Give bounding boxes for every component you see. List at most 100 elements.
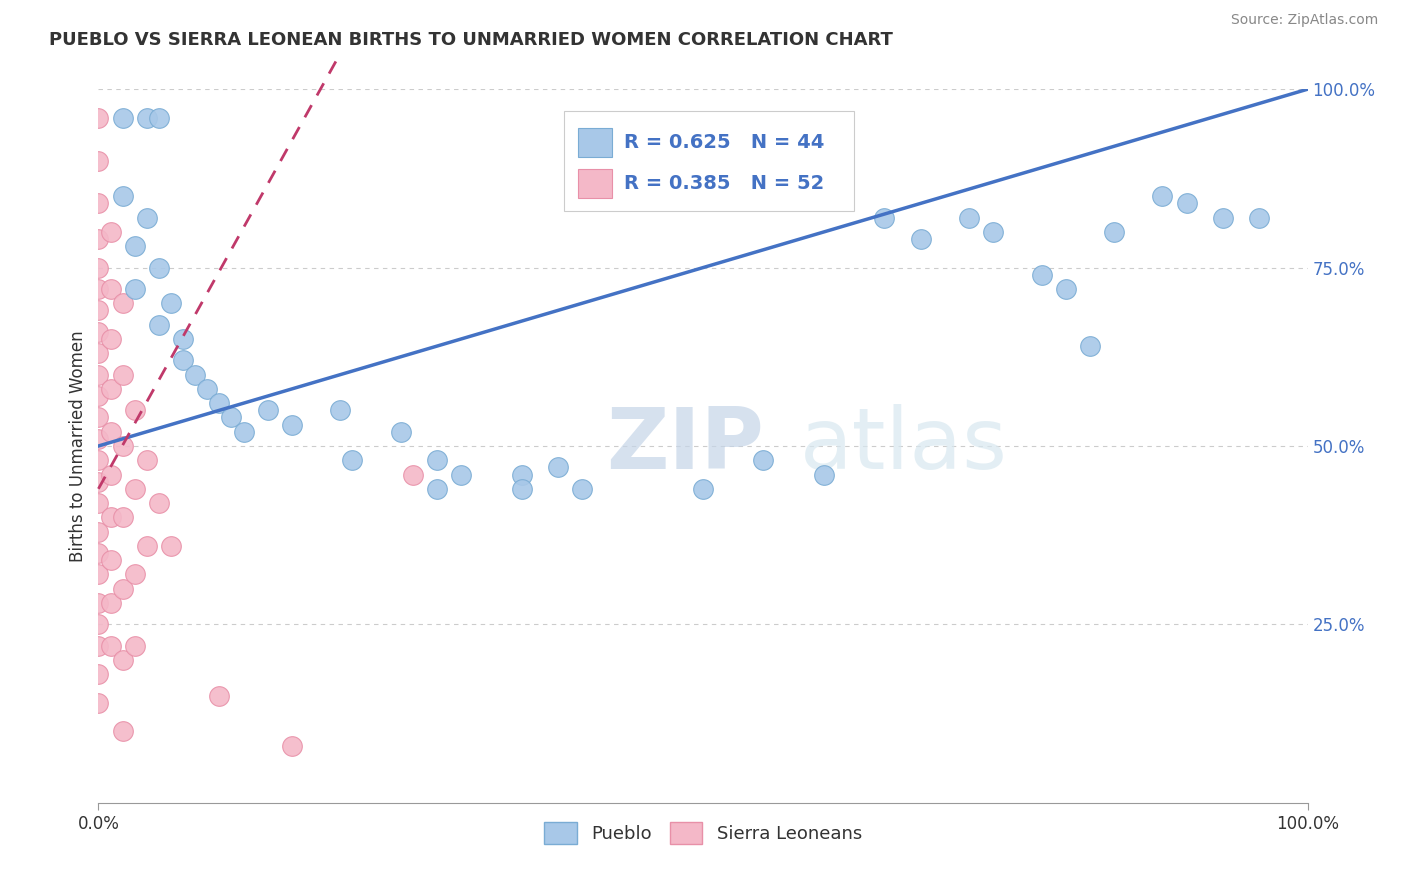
Point [87, 260, 110, 275]
Point [100, 225, 122, 239]
Point [100, 596, 122, 610]
Text: R = 0.625   N = 44: R = 0.625 N = 44 [624, 133, 825, 153]
Point [87, 696, 110, 710]
Point [752, 453, 775, 467]
Point [172, 353, 194, 368]
Point [87, 475, 110, 489]
Point [450, 467, 472, 482]
Point [87, 303, 110, 318]
Point [87, 667, 110, 681]
Point [100, 639, 122, 653]
Point [426, 482, 449, 496]
Point [329, 403, 352, 417]
Point [281, 417, 304, 432]
Point [87, 546, 110, 560]
Point [111, 111, 134, 125]
Point [124, 282, 146, 296]
Bar [578, 169, 613, 198]
Point [124, 567, 146, 582]
Point [100, 510, 122, 524]
Point [547, 460, 569, 475]
Text: atlas: atlas [800, 404, 1008, 488]
Text: R = 0.385   N = 52: R = 0.385 N = 52 [624, 174, 825, 193]
Text: ZIP: ZIP [606, 404, 763, 488]
Point [87, 196, 110, 211]
Point [111, 439, 134, 453]
Point [111, 724, 134, 739]
Point [100, 382, 122, 396]
Point [510, 467, 533, 482]
Point [87, 346, 110, 360]
Point [87, 282, 110, 296]
Point [208, 689, 231, 703]
Point [1249, 211, 1271, 225]
Bar [578, 128, 613, 157]
Point [87, 567, 110, 582]
Point [124, 639, 146, 653]
Point [195, 382, 218, 396]
Point [100, 332, 122, 346]
Point [813, 467, 835, 482]
Point [87, 639, 110, 653]
Point [111, 189, 134, 203]
Point [87, 432, 110, 446]
Point [100, 467, 122, 482]
Point [172, 332, 194, 346]
Point [87, 453, 110, 467]
Point [124, 482, 146, 496]
Point [957, 211, 980, 225]
Point [221, 410, 243, 425]
Point [256, 403, 278, 417]
Point [910, 232, 932, 246]
Point [111, 510, 134, 524]
Point [135, 453, 157, 467]
Point [402, 467, 425, 482]
Point [208, 396, 231, 410]
Y-axis label: Births to Unmarried Women: Births to Unmarried Women [69, 330, 87, 562]
Point [111, 653, 134, 667]
Point [87, 325, 110, 339]
Text: PUEBLO VS SIERRA LEONEAN BIRTHS TO UNMARRIED WOMEN CORRELATION CHART: PUEBLO VS SIERRA LEONEAN BIRTHS TO UNMAR… [49, 31, 893, 49]
Point [148, 260, 170, 275]
Point [1054, 282, 1077, 296]
Point [87, 232, 110, 246]
Point [342, 453, 364, 467]
Point [160, 539, 183, 553]
Point [389, 425, 412, 439]
Point [426, 453, 449, 467]
Point [100, 282, 122, 296]
Point [1212, 211, 1234, 225]
Point [873, 211, 896, 225]
Point [571, 482, 593, 496]
Point [135, 539, 157, 553]
Point [1102, 225, 1125, 239]
Point [87, 596, 110, 610]
Point [87, 617, 110, 632]
Point [124, 239, 146, 253]
Legend: Pueblo, Sierra Leoneans: Pueblo, Sierra Leoneans [537, 814, 869, 851]
Point [111, 582, 134, 596]
Point [692, 482, 714, 496]
Point [87, 368, 110, 382]
Text: Source: ZipAtlas.com: Source: ZipAtlas.com [1230, 13, 1378, 28]
Point [87, 524, 110, 539]
Point [100, 425, 122, 439]
Point [111, 368, 134, 382]
Point [281, 739, 304, 753]
Point [1152, 189, 1174, 203]
Point [87, 389, 110, 403]
Point [148, 496, 170, 510]
Point [1031, 268, 1053, 282]
Point [135, 211, 157, 225]
Point [1078, 339, 1101, 353]
Point [148, 318, 170, 332]
Point [1175, 196, 1198, 211]
Point [87, 111, 110, 125]
Point [981, 225, 1004, 239]
Point [184, 368, 207, 382]
Point [87, 496, 110, 510]
Point [87, 410, 110, 425]
Point [135, 111, 157, 125]
Point [160, 296, 183, 310]
Point [124, 403, 146, 417]
